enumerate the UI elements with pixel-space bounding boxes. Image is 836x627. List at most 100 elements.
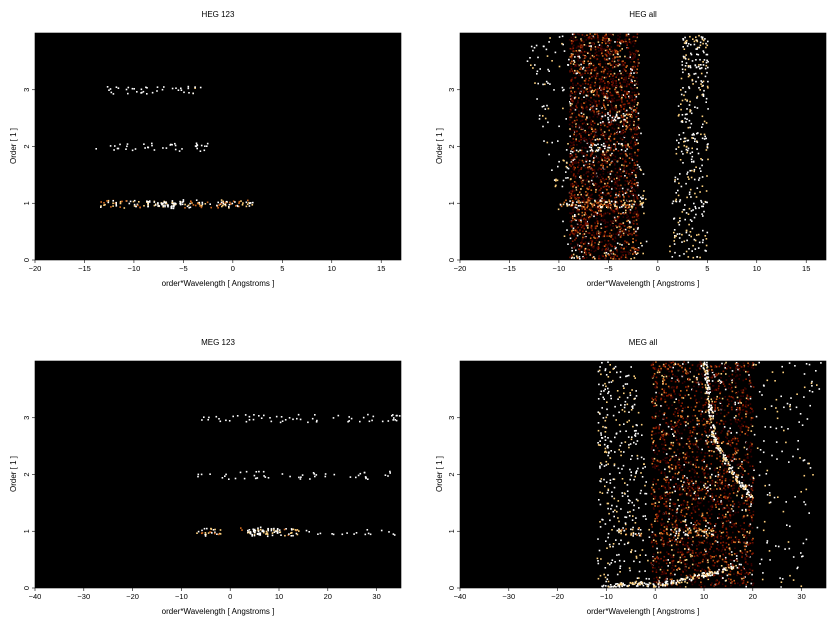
band-pixel — [576, 207, 578, 209]
density-pixel — [593, 99, 595, 101]
band-pixel — [252, 418, 255, 421]
density-pixel — [574, 53, 577, 56]
density-pixel — [625, 40, 627, 43]
scatter-pixel — [617, 500, 620, 502]
scatter-pixel — [582, 66, 585, 69]
density-pixel — [569, 129, 572, 132]
density-pixel — [615, 76, 617, 78]
density-pixel — [611, 222, 613, 224]
density-pixel — [634, 194, 636, 196]
density-pixel — [635, 207, 637, 209]
density-pixel — [600, 156, 602, 158]
scatter-pixel — [703, 210, 705, 213]
density-pixel — [570, 40, 573, 42]
band-pixel — [590, 144, 592, 146]
density-pixel — [589, 85, 591, 87]
scatter-pixel — [549, 83, 551, 85]
scatter-pixel — [705, 46, 707, 49]
density-pixel — [577, 56, 580, 59]
density-pixel — [634, 61, 637, 64]
density-pixel — [720, 542, 722, 544]
density-pixel — [606, 184, 609, 187]
density-pixel — [588, 65, 591, 68]
density-pixel — [719, 391, 722, 393]
density-pixel — [609, 201, 611, 203]
density-pixel — [598, 101, 601, 103]
band-pixel — [197, 473, 200, 476]
density-pixel — [624, 55, 626, 58]
scatter-pixel — [800, 491, 802, 493]
density-pixel — [614, 85, 616, 87]
scatter-pixel — [707, 490, 709, 492]
scatter-pixel — [599, 138, 601, 140]
density-pixel — [583, 102, 585, 104]
scatter-pixel — [634, 475, 636, 478]
density-pixel — [593, 110, 595, 112]
density-pixel — [620, 120, 622, 123]
density-pixel — [676, 429, 679, 431]
density-pixel — [634, 133, 636, 135]
density-pixel — [609, 253, 612, 255]
band-pixel — [642, 201, 645, 204]
band-pixel — [157, 202, 159, 204]
density-pixel — [578, 214, 581, 216]
density-pixel — [623, 77, 626, 79]
scatter-pixel — [667, 565, 669, 567]
scatter-pixel — [787, 428, 789, 430]
density-pixel — [634, 109, 637, 111]
density-pixel — [603, 181, 606, 184]
scatter-pixel — [764, 408, 766, 410]
density-pixel — [660, 524, 663, 526]
scatter-pixel — [641, 244, 643, 247]
density-pixel — [575, 39, 577, 41]
density-pixel — [606, 72, 609, 75]
density-pixel — [598, 176, 600, 179]
scatter-pixel — [677, 105, 680, 107]
scatter-pixel — [764, 484, 766, 487]
density-pixel — [603, 203, 606, 205]
density-pixel — [580, 60, 582, 62]
density-pixel — [605, 250, 608, 252]
scatter-pixel — [628, 499, 630, 501]
density-pixel — [695, 466, 697, 468]
scatter-pixel — [781, 450, 783, 453]
density-pixel — [577, 213, 580, 216]
density-pixel — [627, 231, 630, 233]
density-pixel — [583, 223, 586, 226]
scatter-pixel — [565, 177, 567, 179]
density-pixel — [696, 565, 699, 567]
band-pixel — [106, 86, 109, 88]
density-pixel — [609, 70, 612, 72]
density-pixel — [688, 483, 690, 485]
density-pixel — [577, 59, 580, 61]
band-pixel — [209, 473, 211, 475]
scatter-pixel — [707, 87, 709, 89]
density-pixel — [599, 167, 602, 170]
scatter-pixel — [631, 159, 634, 161]
band-pixel — [380, 529, 383, 532]
scatter-pixel — [605, 374, 608, 376]
density-pixel — [612, 258, 614, 260]
scatter-pixel — [701, 213, 703, 215]
density-pixel — [623, 105, 626, 108]
scatter-pixel — [629, 468, 631, 471]
band-pixel — [136, 91, 138, 93]
density-pixel — [600, 39, 602, 41]
scatter-pixel — [750, 485, 753, 488]
density-pixel — [629, 179, 632, 182]
density-pixel — [582, 230, 584, 233]
scatter-pixel — [708, 527, 710, 529]
band-pixel — [288, 417, 291, 419]
band-pixel — [363, 471, 366, 474]
scatter-pixel — [685, 146, 688, 148]
band-pixel — [615, 148, 617, 150]
density-pixel — [623, 90, 626, 93]
density-pixel — [616, 255, 619, 257]
density-pixel — [604, 113, 607, 115]
scatter-pixel — [688, 223, 690, 226]
density-pixel — [631, 216, 634, 219]
density-pixel — [590, 173, 593, 176]
scatter-pixel — [803, 386, 806, 389]
density-pixel — [602, 201, 604, 203]
